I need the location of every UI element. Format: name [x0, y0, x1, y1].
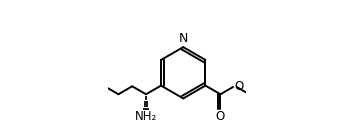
Text: N: N — [178, 32, 188, 45]
Text: O: O — [216, 110, 225, 123]
Text: NH₂: NH₂ — [135, 110, 157, 123]
Text: O: O — [234, 80, 244, 93]
